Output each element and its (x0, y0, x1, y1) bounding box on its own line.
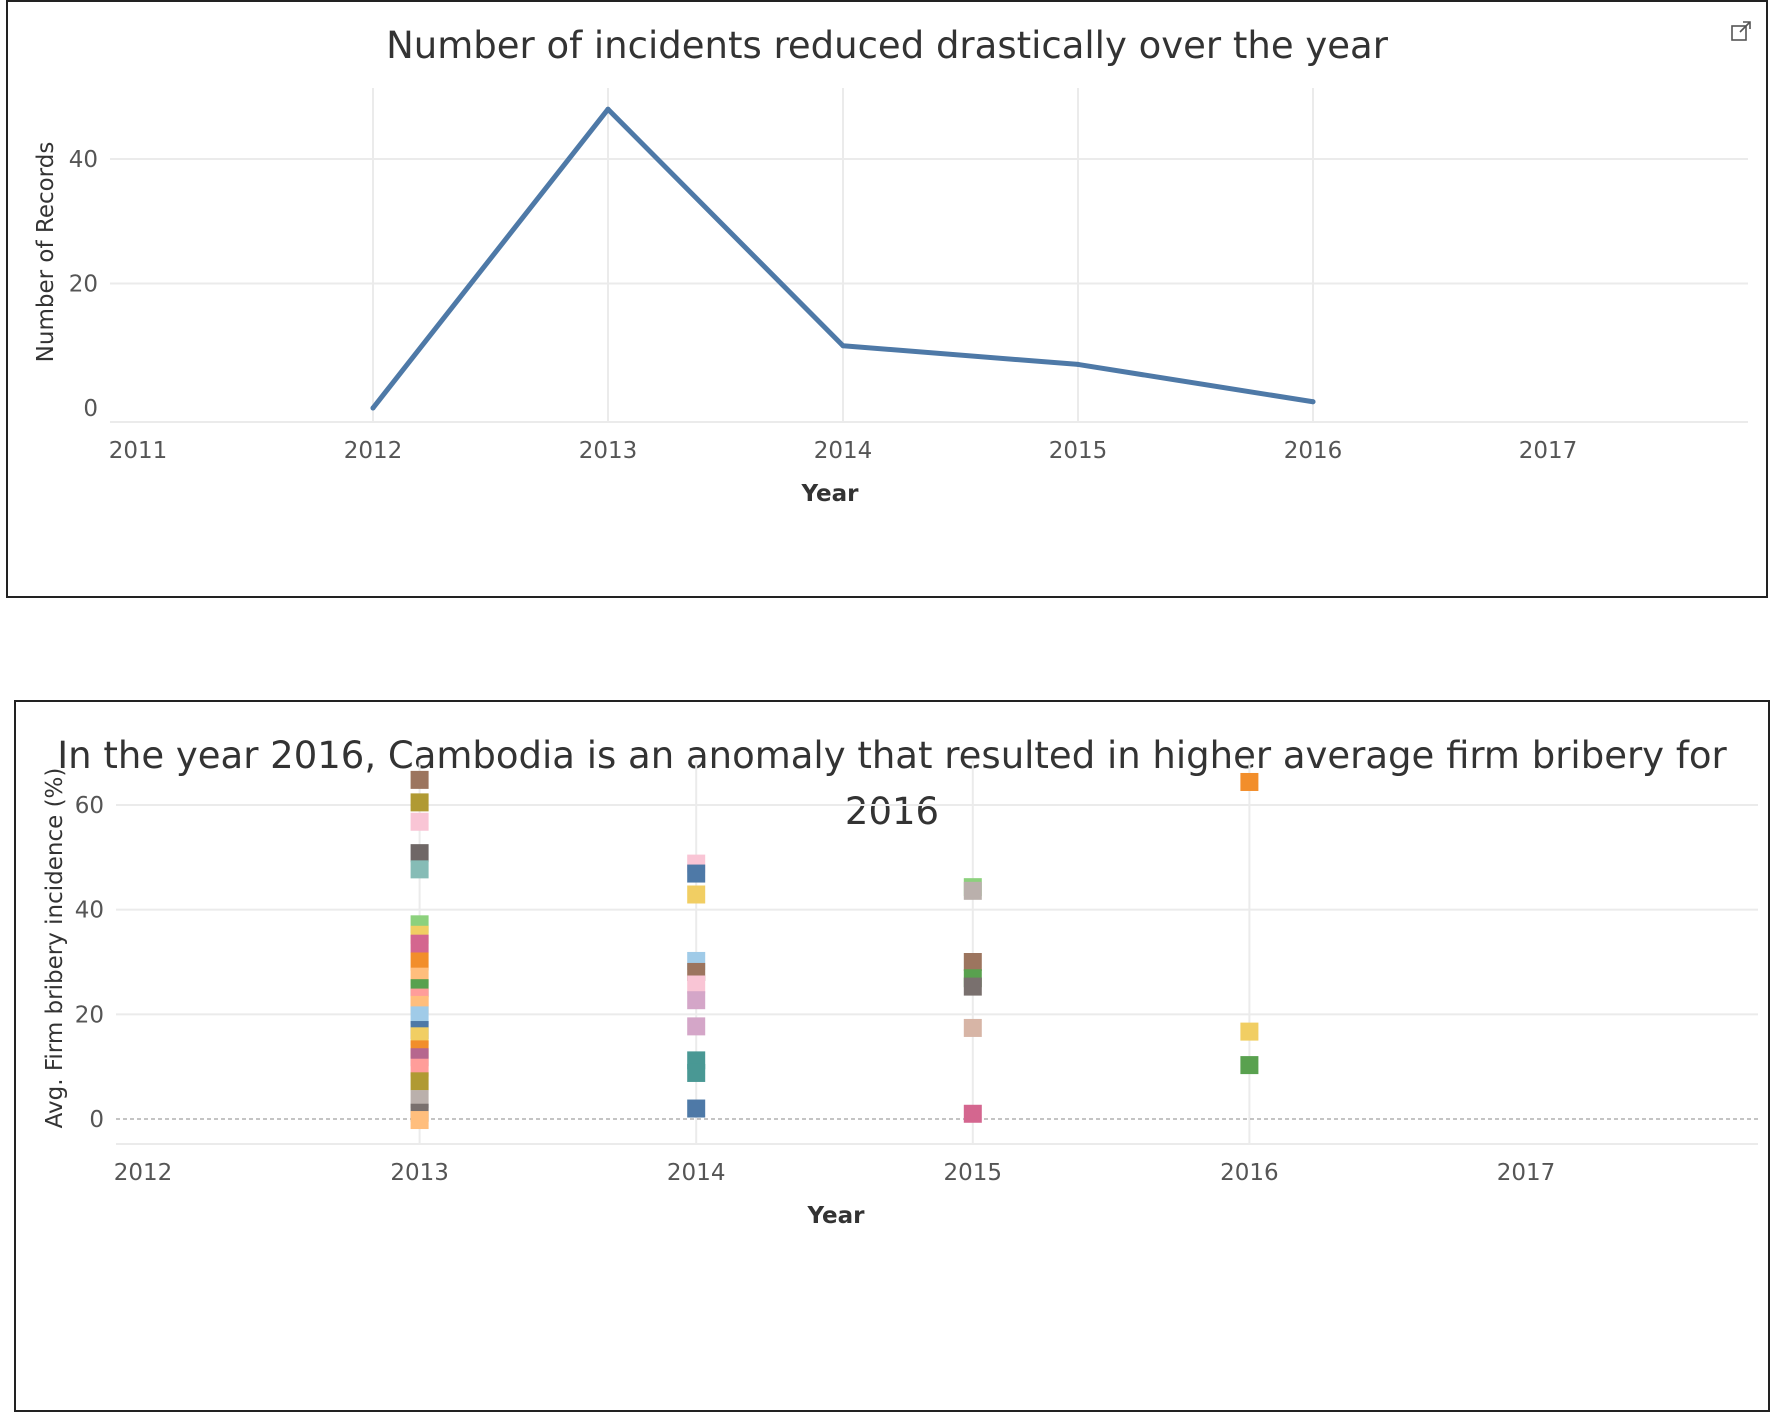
y-tick-label: 0 (83, 396, 98, 422)
chart-title: In the year 2016, Cambodia is an anomaly… (57, 734, 1727, 833)
x-tick-label: 2013 (390, 1160, 449, 1186)
y-tick-label: 40 (69, 147, 98, 173)
y-tick-label: 0 (89, 1107, 104, 1133)
scatter-point (410, 952, 429, 971)
x-axis-title: Year (806, 1203, 865, 1229)
scatter-point (410, 1090, 429, 1109)
x-tick-label: 2014 (667, 1160, 726, 1186)
data-point (1310, 399, 1316, 405)
chart-title: Number of incidents reduced drastically … (386, 24, 1388, 67)
y-tick-label: 60 (75, 793, 104, 819)
x-tick-label: 2013 (579, 438, 638, 464)
x-tick-label: 2011 (109, 438, 168, 464)
y-axis-title: Number of Records (33, 142, 59, 363)
scatter-point (410, 812, 429, 831)
scatter-point (687, 864, 706, 883)
x-tick-label: 2015 (1049, 438, 1108, 464)
scatter-point (963, 1018, 982, 1037)
scatter-point (687, 1063, 706, 1082)
scatter-point (1240, 1056, 1259, 1075)
x-tick-label: 2017 (1519, 438, 1578, 464)
x-tick-label: 2016 (1284, 438, 1343, 464)
scatter-point (410, 793, 429, 812)
y-tick-label: 40 (75, 898, 104, 924)
x-tick-label: 2016 (1220, 1160, 1279, 1186)
incidents-chart-panel: Number of incidents reduced drastically … (6, 0, 1768, 598)
data-point (605, 106, 611, 112)
data-point (840, 343, 846, 349)
x-tick-label: 2017 (1497, 1160, 1556, 1186)
x-tick-label: 2014 (814, 438, 873, 464)
scatter-point (1240, 772, 1259, 791)
scatter-point (410, 1111, 429, 1130)
scatter-point (963, 953, 982, 971)
scatter-point (1240, 1022, 1259, 1041)
y-tick-label: 20 (75, 1002, 104, 1028)
data-point (370, 405, 376, 411)
scatter-chart: 2012 2013 2014 2015 2016 2017 0 20 40 60 Year Avg. … (42, 760, 1758, 1229)
scatter-point (410, 1006, 429, 1025)
y-axis-title: Avg. Firm bribery incidence (%) (42, 768, 68, 1129)
scatter-point (687, 991, 706, 1010)
scatter-point (410, 770, 429, 789)
scatter-point (410, 934, 429, 953)
scatter-point (963, 1104, 982, 1123)
scatter-point (963, 977, 982, 996)
x-tick-label: 2012 (114, 1160, 173, 1186)
scatter-point (687, 975, 706, 994)
scatter-point (410, 1058, 429, 1077)
popout-icon[interactable] (1730, 20, 1752, 42)
scatter-point (410, 844, 429, 863)
data-point (1075, 361, 1081, 367)
scatter-point (687, 1099, 706, 1118)
scatter-point (410, 860, 429, 879)
scatter-point (687, 885, 706, 904)
scatter-point (687, 1017, 706, 1036)
x-tick-label: 2015 (944, 1160, 1003, 1186)
line-chart: 2011 2012 2013 2014 2015 2016 2017 0 20 40 Year Num… (33, 88, 1748, 507)
scatter-point (963, 881, 982, 900)
y-tick-label: 20 (69, 272, 98, 298)
x-axis-title: Year (800, 481, 859, 507)
bribery-chart-panel: In the year 2016, Cambodia is an anomaly… (14, 700, 1770, 1412)
x-tick-label: 2012 (344, 438, 403, 464)
scatter-point (410, 1072, 429, 1091)
